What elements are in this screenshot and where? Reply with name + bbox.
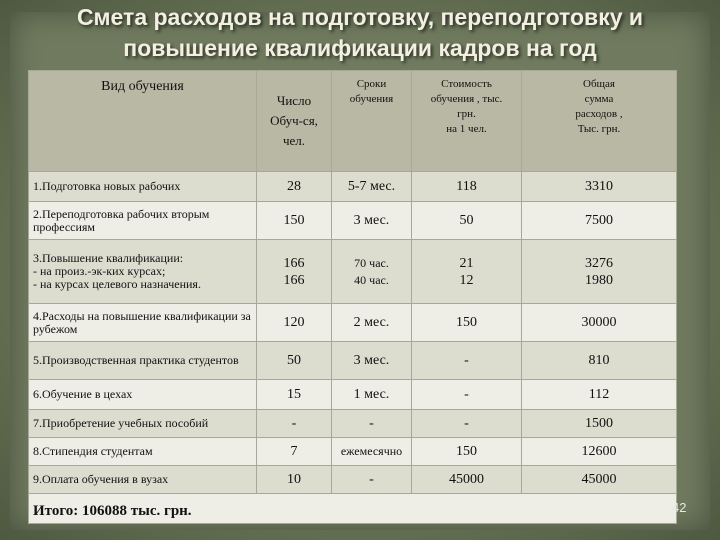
row-term: 3 мес. <box>331 201 412 240</box>
row-name: 9.Оплата обучения в вузах <box>28 465 257 494</box>
row-term: 2 мес. <box>331 303 412 342</box>
total-label: Итого: 106088 тыс. грн. <box>28 493 677 524</box>
table-row: 9.Оплата обучения в вузах 10 - 45000 450… <box>28 465 677 494</box>
page-number: 42 <box>672 500 687 515</box>
row-term: 70 час. 40 час. <box>331 239 412 304</box>
row-total: 7500 <box>521 201 677 240</box>
row-total: 30000 <box>521 303 677 342</box>
row-count: 15 <box>256 379 332 410</box>
table-row: 3.Повышение квалификации: - на произ.-эк… <box>28 239 677 304</box>
header-type: Вид обучения <box>28 70 257 172</box>
row-total: 1500 <box>521 409 677 438</box>
header-total: Общая сумма расходов , Тыс. грн. <box>521 70 677 172</box>
row-name: 5.Производственная практика студентов <box>28 341 257 380</box>
row-term: - <box>331 465 412 494</box>
row-term: ежемесячно <box>331 437 412 466</box>
header-term: Сроки обучения <box>331 70 412 172</box>
table-row: 6.Обучение в цехах 15 1 мес. - 112 <box>28 379 677 410</box>
row-term: - <box>331 409 412 438</box>
row-name: 7.Приобретение учебных пособий <box>28 409 257 438</box>
row-total: 12600 <box>521 437 677 466</box>
row-term: 5-7 мес. <box>331 171 412 202</box>
row-cost: 45000 <box>411 465 522 494</box>
row-cost: - <box>411 409 522 438</box>
row-total: 810 <box>521 341 677 380</box>
row-name: 8.Стипендия студентам <box>28 437 257 466</box>
row-cost: - <box>411 341 522 380</box>
row-total: 3310 <box>521 171 677 202</box>
row-cost: 150 <box>411 303 522 342</box>
row-count: 166 166 <box>256 239 332 304</box>
table-row: 5.Производственная практика студентов 50… <box>28 341 677 380</box>
row-count: 120 <box>256 303 332 342</box>
row-count: 7 <box>256 437 332 466</box>
header-count: Число Обуч-ся, чел. <box>256 70 332 172</box>
header-cost: Стоимость обучения , тыс. грн. на 1 чел. <box>411 70 522 172</box>
total-row: Итого: 106088 тыс. грн. <box>28 493 677 524</box>
table-row: 1.Подготовка новых рабочих 28 5-7 мес. 1… <box>28 171 677 202</box>
table-row: 8.Стипендия студентам 7 ежемесячно 150 1… <box>28 437 677 466</box>
table-header-row: Вид обучения Число Обуч-ся, чел. Сроки о… <box>28 70 677 172</box>
row-cost: 118 <box>411 171 522 202</box>
row-total: 45000 <box>521 465 677 494</box>
row-cost: 21 12 <box>411 239 522 304</box>
row-count: - <box>256 409 332 438</box>
row-cost: 50 <box>411 201 522 240</box>
row-name: 4.Расходы на повышение квалификации за р… <box>28 303 257 342</box>
row-cost: - <box>411 379 522 410</box>
table-row: 7.Приобретение учебных пособий - - - 150… <box>28 409 677 438</box>
row-name: 1.Подготовка новых рабочих <box>28 171 257 202</box>
row-total: 3276 1980 <box>521 239 677 304</box>
row-total: 112 <box>521 379 677 410</box>
table-row: 4.Расходы на повышение квалификации за р… <box>28 303 677 342</box>
row-name: 6.Обучение в цехах <box>28 379 257 410</box>
row-cost: 150 <box>411 437 522 466</box>
row-term: 3 мес. <box>331 341 412 380</box>
row-count: 28 <box>256 171 332 202</box>
expense-table: Вид обучения Число Обуч-ся, чел. Сроки о… <box>28 70 677 524</box>
row-count: 150 <box>256 201 332 240</box>
row-count: 10 <box>256 465 332 494</box>
row-term: 1 мес. <box>331 379 412 410</box>
slide-title: Смета расходов на подготовку, переподгот… <box>76 4 644 61</box>
row-name: 2.Переподготовка рабочих вторым професси… <box>28 201 257 240</box>
row-name: 3.Повышение квалификации: - на произ.-эк… <box>28 239 257 304</box>
table-row: 2.Переподготовка рабочих вторым професси… <box>28 201 677 240</box>
row-count: 50 <box>256 341 332 380</box>
